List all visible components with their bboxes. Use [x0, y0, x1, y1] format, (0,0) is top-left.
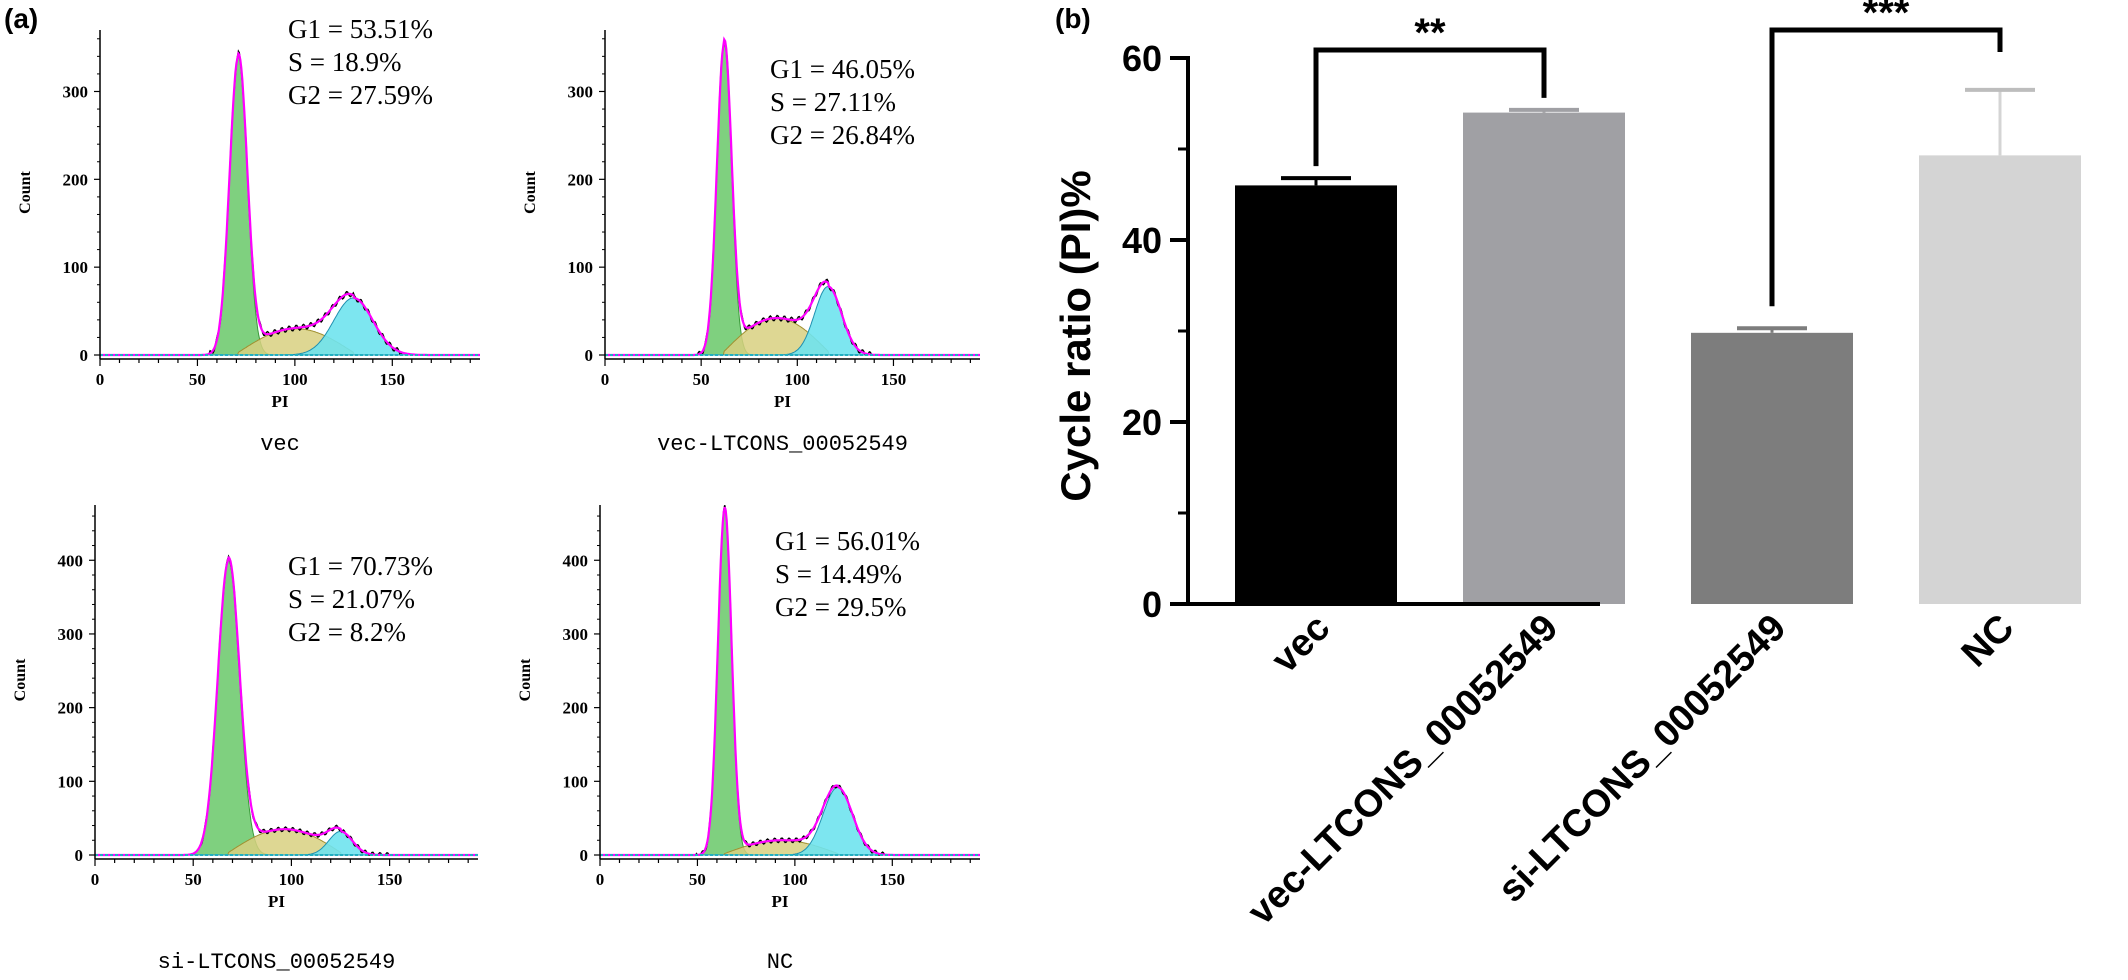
histogram-vec-ltcons: 0 50 100 150 0 100 200 300 PI Count vec-LTCONS_000…	[522, 30, 980, 457]
x-axis-label: PI	[772, 892, 789, 911]
bar-0	[1235, 185, 1397, 604]
y-tick-label: 300	[563, 625, 589, 644]
data-histogram-line	[600, 505, 980, 856]
y-tick-label: 0	[585, 346, 594, 365]
x-tick-label: 50	[189, 370, 206, 389]
y-tick-label: 0	[580, 846, 589, 865]
histogram-caption: NC	[767, 950, 793, 975]
y-tick-label: 100	[58, 772, 84, 791]
model-fit-line	[95, 555, 478, 857]
y-axis-label: Count	[517, 658, 534, 701]
bar-y-tick-label: 60	[1122, 38, 1162, 79]
y-tick-label: 300	[58, 625, 84, 644]
bar-3	[1919, 155, 2081, 604]
significance-label: ***	[1863, 0, 1910, 35]
s-phase-area	[600, 839, 980, 856]
bar-1	[1463, 112, 1625, 604]
histogram-caption: si-LTCONS_00052549	[158, 950, 396, 975]
bar-y-axis-label: Cycle ratio (PI)%	[1052, 170, 1099, 501]
bar-y-tick-label: 40	[1122, 220, 1162, 261]
bar-2	[1691, 332, 1853, 604]
panel-label-b: (b)	[1055, 3, 1091, 34]
y-tick-label: 0	[75, 846, 84, 865]
g1-phase-area	[95, 559, 478, 856]
phase-stat-label: G2 = 8.2%	[288, 617, 406, 647]
phase-stat-label: G1 = 53.51%	[288, 14, 433, 44]
phase-stat-label: S = 18.9%	[288, 47, 401, 77]
x-axis-label: PI	[268, 892, 285, 911]
x-tick-label: 150	[380, 370, 406, 389]
significance-bracket	[1313, 47, 1547, 167]
phase-stat-label: G1 = 56.01%	[775, 526, 920, 556]
phase-stat-label: S = 27.11%	[770, 87, 896, 117]
x-tick-label: 0	[601, 370, 610, 389]
phase-stat-label: S = 21.07%	[288, 584, 415, 614]
y-tick-label: 100	[563, 772, 589, 791]
x-tick-label: 0	[91, 870, 100, 889]
phase-stat-label: S = 14.49%	[775, 559, 902, 589]
y-tick-label: 200	[58, 699, 84, 718]
histogram-vec: 0 50 100 150 0 100 200 300 PI Count vec G1 = 53.51%…	[17, 14, 480, 457]
x-axis-label: PI	[774, 392, 791, 411]
histogram-caption: vec-LTCONS_00052549	[657, 432, 908, 457]
y-tick-label: 200	[568, 170, 594, 189]
y-tick-label: 200	[63, 170, 89, 189]
significance-bracket	[1769, 27, 2003, 307]
y-axis-label: Count	[17, 170, 34, 213]
x-tick-label: 50	[185, 870, 202, 889]
x-tick-label: 0	[596, 870, 605, 889]
x-tick-label: 0	[96, 370, 105, 389]
x-axis-label: PI	[272, 392, 289, 411]
significance-label: **	[1414, 11, 1446, 55]
phase-stat-label: G2 = 26.84%	[770, 120, 915, 150]
x-tick-label: 50	[693, 370, 710, 389]
histogram-nc: 0 50 100 150 0 100 200 300 400 PI Count NC G1 = 56.0…	[517, 505, 980, 975]
y-tick-label: 300	[63, 82, 89, 101]
bar-category-label: NC	[1954, 607, 2023, 676]
y-tick-label: 200	[563, 699, 589, 718]
phase-stat-label: G1 = 46.05%	[770, 54, 915, 84]
x-tick-label: 150	[881, 370, 907, 389]
x-tick-label: 50	[689, 870, 706, 889]
y-tick-label: 0	[80, 346, 89, 365]
y-tick-label: 400	[58, 551, 84, 570]
bar-y-tick-label: 0	[1142, 584, 1162, 625]
x-tick-label: 100	[279, 870, 305, 889]
x-tick-label: 100	[785, 370, 811, 389]
bar-y-tick-label: 20	[1122, 402, 1162, 443]
bar-category-label: vec	[1264, 607, 1339, 682]
histogram-si-ltcons: 0 50 100 150 0 100 200 300 400 PI Count si-LTCONS_0…	[12, 505, 478, 975]
y-axis-label: Count	[522, 170, 539, 213]
s-phase-area	[100, 328, 480, 356]
y-axis-label: Count	[12, 658, 29, 701]
x-tick-label: 100	[282, 370, 308, 389]
phase-stat-label: G2 = 27.59%	[288, 80, 433, 110]
y-tick-label: 400	[563, 551, 589, 570]
panel-label-a: (a)	[4, 3, 38, 34]
y-tick-label: 100	[63, 258, 89, 277]
y-tick-label: 300	[568, 82, 594, 101]
s-phase-area	[95, 828, 478, 856]
s-phase-area	[605, 317, 980, 356]
x-tick-label: 150	[377, 870, 403, 889]
y-tick-label: 100	[568, 258, 594, 277]
phase-stat-label: G1 = 70.73%	[288, 551, 433, 581]
data-histogram-line	[95, 554, 478, 856]
x-tick-label: 100	[782, 870, 808, 889]
x-tick-label: 150	[880, 870, 906, 889]
phase-stat-label: G2 = 29.5%	[775, 592, 906, 622]
histogram-caption: vec	[260, 432, 300, 457]
